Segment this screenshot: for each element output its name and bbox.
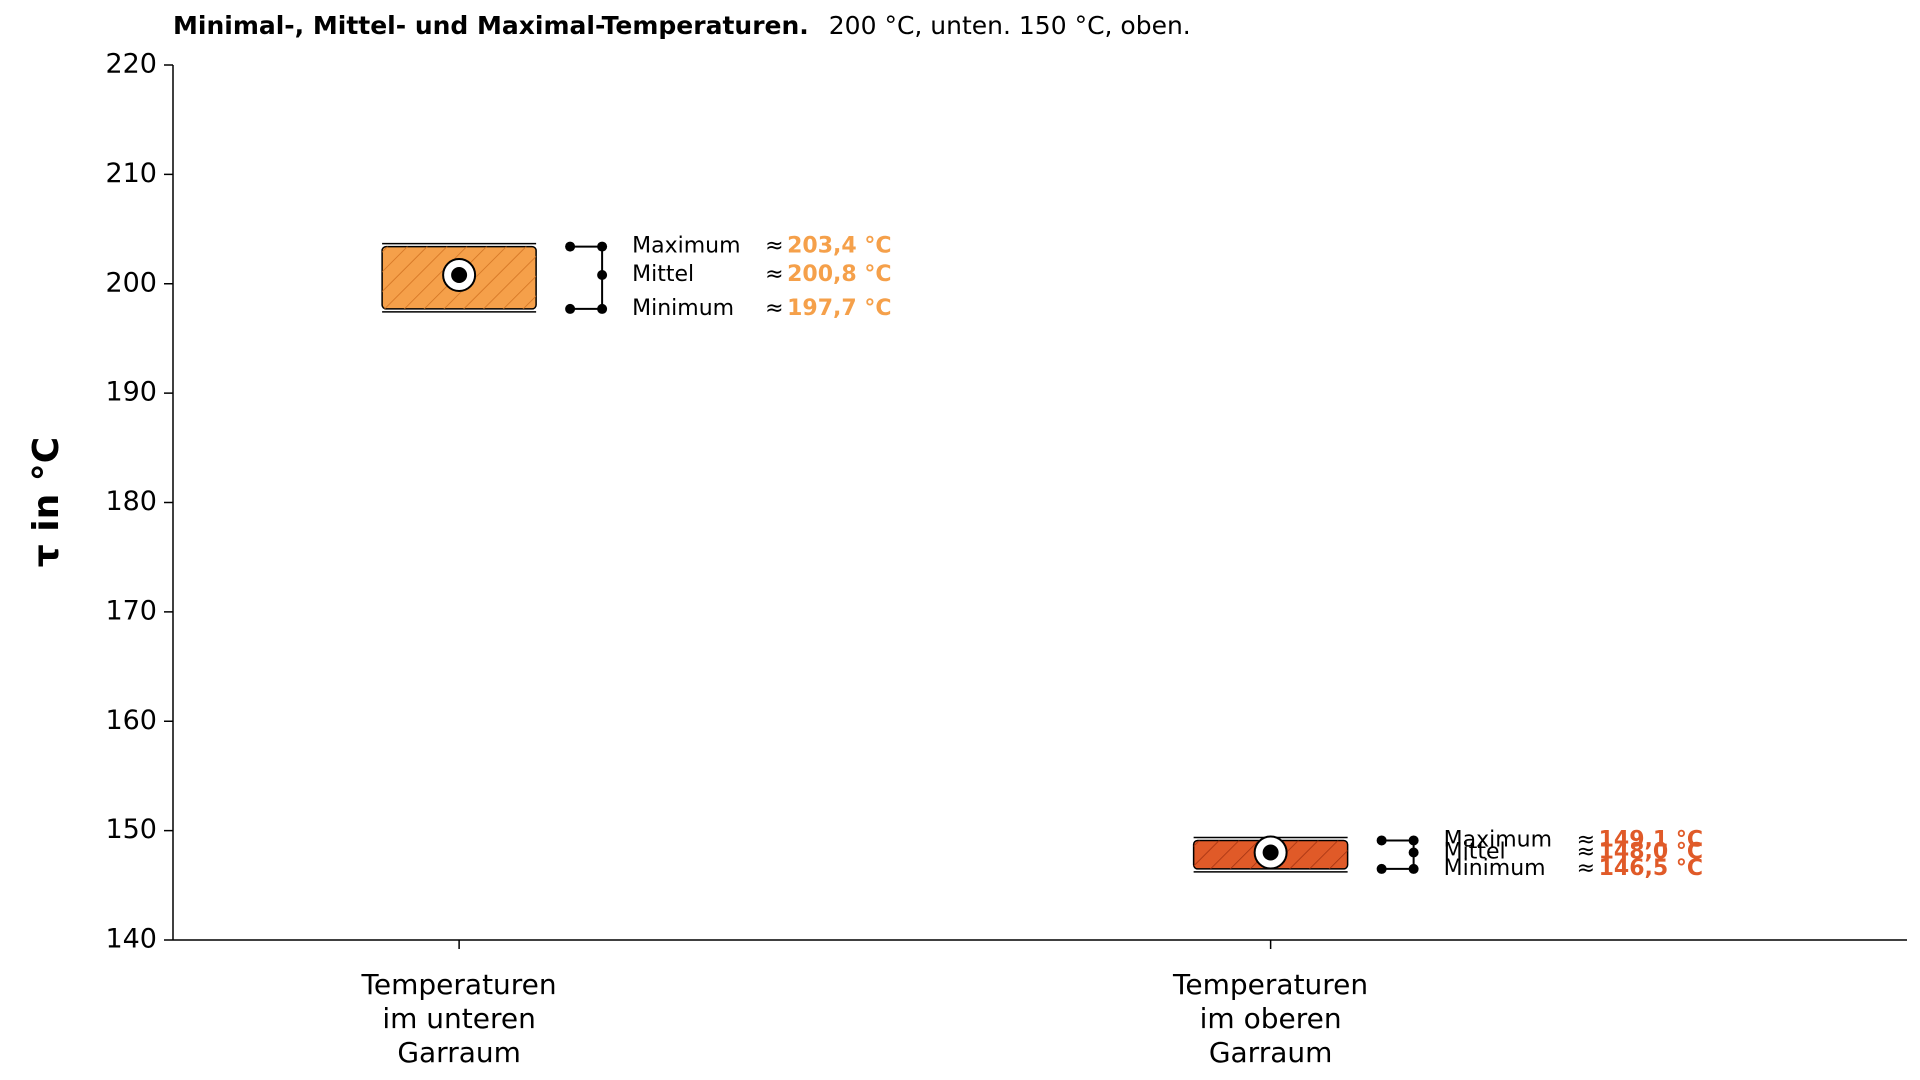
annotation-value: 146,5 °C [1599,856,1703,881]
bracket-dot [1376,835,1387,846]
y-axis-label: τ in °C [26,437,67,567]
y-tick-label: 150 [105,814,157,845]
annotation-approx: ≈ [1577,856,1595,881]
annotation-value: 148,0 °C [1599,840,1703,865]
annotation-approx: ≈ [765,296,783,321]
annotation-value: 203,4 °C [787,234,891,259]
bracket-dot [565,303,576,314]
annotation-value: 200,8 °C [787,262,891,287]
chart-subtitle: 200 °C, unten. 150 °C, oben. [829,11,1191,40]
mean-dot [1262,844,1279,861]
annotation-approx: ≈ [1577,827,1595,852]
annotation-name: Maximum [632,234,740,259]
annotation-approx: ≈ [765,262,783,287]
annotation-name: Mittel [1444,840,1506,865]
annotation-name: Mittel [632,262,694,287]
x-tick-label: Temperaturen im unteren Garraum [361,968,557,1069]
y-tick-label: 180 [105,486,157,517]
y-tick-label: 160 [105,705,157,736]
y-tick-label: 140 [105,924,157,955]
chart-title: Minimal-, Mittel- und Maximal-Temperatur… [173,11,809,40]
bracket-dot [597,303,608,314]
y-tick-label: 200 [105,267,157,298]
bracket-dot [597,241,608,252]
y-tick-label: 220 [105,49,157,80]
annotation-value: 149,1 °C [1599,827,1703,852]
bracket-dot [1408,847,1419,858]
x-tick-label: Temperaturen im oberen Garraum [1173,968,1369,1069]
annotation-value: 197,7 °C [787,296,891,321]
annotation-name: Minimum [1444,856,1546,881]
bracket-dot [597,270,608,280]
annotation-name: Maximum [1444,827,1552,852]
annotation-name: Minimum [632,296,734,321]
bracket-dot [1376,863,1387,874]
bracket-dot [565,241,576,252]
annotation-approx: ≈ [765,234,783,259]
annotation-approx: ≈ [1577,840,1595,865]
y-tick-label: 170 [105,595,157,626]
mean-dot [451,267,468,283]
y-tick-label: 190 [105,377,157,408]
bracket-dot [1408,863,1419,874]
y-tick-label: 210 [105,158,157,189]
bracket-dot [1408,835,1419,846]
